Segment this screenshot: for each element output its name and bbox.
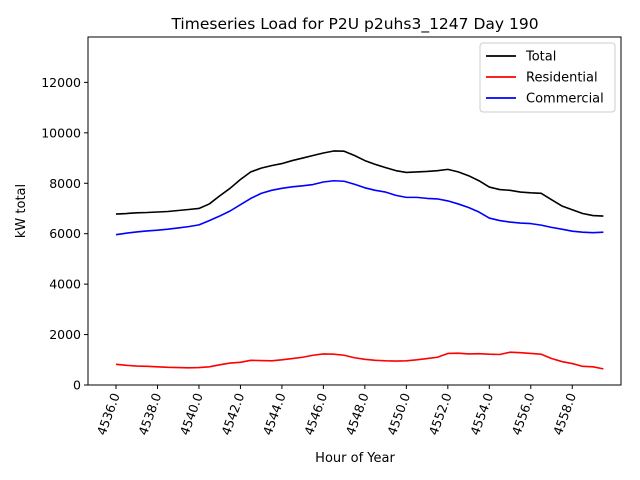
y-tick-label: 12000 — [41, 75, 81, 90]
y-tick-label: 6000 — [49, 226, 81, 241]
y-axis-label: kW total — [14, 184, 29, 238]
chart-title: Timeseries Load for P2U p2uhs3_1247 Day … — [170, 15, 538, 34]
y-tick-label: 4000 — [49, 277, 81, 292]
legend-label-commercial: Commercial — [526, 92, 604, 107]
y-tick-label: 0 — [73, 378, 81, 393]
legend: Total Residential Commercial — [479, 42, 616, 113]
y-tick-label: 2000 — [49, 327, 81, 342]
legend-label-total: Total — [525, 50, 556, 65]
series-line-total — [115, 150, 604, 217]
legend-box — [479, 42, 616, 113]
axes-frame — [87, 36, 622, 386]
series-line-residential — [115, 351, 604, 370]
x-axis-label: Hour of Year — [315, 451, 395, 466]
legend-label-residential: Residential — [526, 71, 598, 86]
series-line-commercial — [115, 179, 604, 236]
y-tick-label: 8000 — [49, 176, 81, 191]
y-tick-label: 10000 — [41, 125, 81, 140]
